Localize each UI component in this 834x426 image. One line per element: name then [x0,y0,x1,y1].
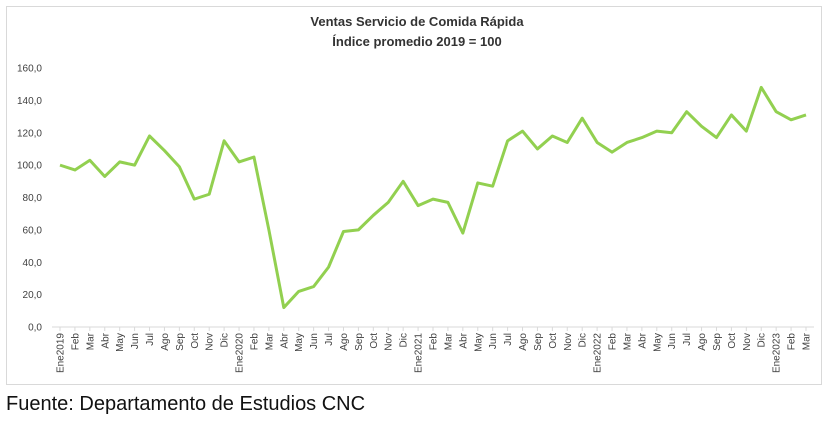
x-tick-label: Oct [548,333,559,349]
x-tick-label: Feb [249,333,260,351]
y-tick-label: 140,0 [17,96,42,107]
x-tick-label: Abr [100,332,111,348]
x-tick-label: Jun [309,333,320,349]
x-tick-label: May [652,333,663,352]
x-tick-label: Ene2019 [56,333,67,373]
x-tick-label: Jul [503,333,514,346]
x-tick-label: Oct [369,333,380,349]
x-tick-label: Sep [354,333,365,351]
y-tick-label: 100,0 [17,161,42,172]
x-tick-label: Abr [458,332,469,348]
x-tick-label: Ene2020 [235,333,246,373]
x-tick-label: Nov [742,333,753,351]
x-tick-label: Dic [399,333,410,347]
x-tick-label: Ago [697,333,708,351]
x-tick-label: Dic [578,333,589,347]
x-tick-label: Nov [205,333,216,351]
x-tick-label: May [473,333,484,352]
x-tick-label: Nov [384,333,395,351]
x-tick-label: Oct [190,333,201,349]
x-tick-label: Jul [145,333,156,346]
chart-border [6,6,822,385]
x-tick-label: Jun [488,333,499,349]
x-tick-label: Ene2021 [414,333,425,373]
chart-title: Ventas Servicio de Comida Rápida [310,14,524,29]
x-tick-label: Ene2023 [772,333,783,373]
source: Fuente: Departamento de Estudios CNC [6,393,366,415]
x-tick-label: Nov [563,333,574,351]
line-series [59,85,807,310]
x-tick-label: Ago [160,333,171,351]
y-tick-label: 0,0 [28,323,42,334]
chart: Ventas Servicio de Comida Rápida Índice … [6,6,822,385]
x-tick-label: Jul [324,333,335,346]
x-tick-label: Mar [85,332,96,350]
x-tick-label: Ago [339,333,350,351]
y-tick-label: 80,0 [23,193,43,204]
x-tick-label: Mar [443,332,454,350]
x-tick-label: Jun [667,333,678,349]
x-tick-label: Jun [130,333,141,349]
x-tick-label: Sep [712,333,723,351]
x-tick-label: Feb [429,333,440,351]
y-tick-label: 60,0 [23,225,43,236]
x-tick-label: May [115,333,126,352]
x-tick-label: May [294,333,305,352]
x-tick-label: Sep [533,333,544,351]
x-tick-label: Abr [637,332,648,348]
x-tick-label: Feb [608,333,619,351]
y-tick-label: 20,0 [23,290,43,301]
y-tick-label: 160,0 [17,64,42,75]
x-tick-label: Mar [802,332,813,350]
x-tick-label: Jul [682,333,693,346]
x-tick-label: Sep [175,333,186,351]
x-tick-label: Dic [757,333,768,347]
x-tick-label: Dic [220,333,231,347]
y-tick-label: 120,0 [17,128,42,139]
x-tick-label: Mar [622,332,633,350]
x-tick-label: Ago [518,333,529,351]
x-tick-label: Ene2022 [593,333,604,373]
chart-subtitle: Índice promedio 2019 = 100 [332,34,501,49]
x-tick-label: Mar [264,332,275,350]
x-tick-label: Feb [787,333,798,351]
x-tick-label: Oct [727,333,738,349]
x-tick-label: Feb [70,333,81,351]
y-tick-label: 40,0 [23,258,43,269]
x-tick-label: Abr [279,332,290,348]
